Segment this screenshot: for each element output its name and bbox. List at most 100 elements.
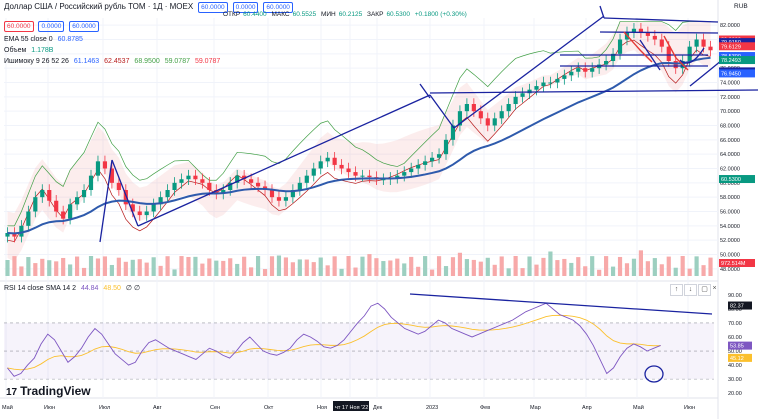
tradingview-logo-icon: 17 — [6, 387, 18, 398]
volume-label: Объем — [4, 47, 27, 54]
volume-bar — [541, 257, 546, 276]
volume-bar — [360, 256, 365, 276]
volume-bar — [228, 258, 233, 276]
volume-bar — [555, 260, 560, 276]
x-tick-label: 2023 — [426, 405, 438, 411]
volume-bar — [5, 260, 10, 276]
volume-bar — [249, 267, 254, 276]
trend-annotations — [99, 5, 758, 243]
ichimoku-legend[interactable]: Ишимоку 9 26 52 26 61.1463 62.4537 68.95… — [4, 57, 223, 66]
volume-bar — [269, 256, 275, 276]
candle-body — [109, 168, 114, 183]
candle-body — [631, 28, 637, 33]
candle-body — [402, 172, 407, 176]
price-box-c[interactable]: 60.0000 — [69, 21, 99, 32]
candle-body — [430, 157, 435, 162]
move-down-button[interactable]: ↓ — [684, 284, 697, 296]
candle-body — [172, 182, 177, 190]
candle-body — [443, 139, 449, 155]
volume-bar — [590, 256, 595, 276]
rsi-value-2: 48.50 — [103, 285, 121, 292]
volume-bar — [262, 269, 268, 276]
volume-legend[interactable]: Объем 1.178B — [4, 46, 56, 55]
low-value: 60.2125 — [338, 11, 363, 18]
volume-bar — [631, 258, 637, 276]
volume-value: 1.178B — [31, 47, 54, 54]
volume-bar — [297, 259, 302, 276]
volume-bar — [123, 261, 128, 276]
price-box-3[interactable]: 60.0000 — [263, 2, 293, 13]
candle-body — [555, 78, 560, 83]
candle-body — [68, 204, 73, 219]
volume-bar — [47, 260, 52, 276]
candle-body — [409, 168, 414, 173]
close-label: ЗАКР — [367, 11, 384, 18]
volume-bar — [276, 255, 282, 276]
rsi-value-1: 44.84 — [80, 285, 99, 292]
volume-axis-label: 972.514M — [721, 261, 746, 267]
volume-bar — [68, 264, 73, 276]
currency-label[interactable]: RUB — [734, 3, 748, 10]
candle-body — [534, 86, 539, 90]
maximize-button[interactable]: ▢ — [698, 284, 711, 296]
volume-bars — [5, 250, 713, 276]
candle-body — [708, 46, 713, 51]
volume-bar — [75, 256, 80, 276]
rsi-tick-label: 20.00 — [728, 391, 742, 397]
candle-body — [325, 157, 330, 162]
rsi-legend[interactable]: RSI 14 close SMA 14 2 44.84 48.50 ∅ ∅ — [4, 284, 143, 293]
price-box-a[interactable]: 60.0000 — [4, 21, 34, 32]
crosshair-date-label: чт 17 Ноя '22 — [335, 405, 368, 411]
x-tick-label: Авг — [153, 405, 162, 411]
volume-bar — [88, 256, 94, 276]
ema-line — [7, 56, 711, 235]
rsi-pane: 90.00 80.00 70.00 60.00 50.00 40.00 30.00 20.00… — [4, 293, 752, 397]
ema-legend[interactable]: EMA 55 close 0 60.8785 — [4, 35, 86, 44]
volume-bar — [513, 256, 518, 276]
candle-body — [207, 182, 212, 190]
symbol-title[interactable]: Доллар США / Российский рубль ТОМ · 1Д ·… — [4, 2, 194, 11]
volume-bar — [527, 256, 532, 276]
volume-bar — [610, 266, 616, 276]
candle-body — [520, 93, 525, 97]
candle-body — [75, 197, 80, 205]
candle-body — [12, 233, 17, 237]
price-label-bg — [719, 69, 755, 78]
volume-bar — [583, 266, 588, 276]
rsi-trend-line — [409, 293, 713, 315]
volume-bar — [19, 266, 24, 276]
price-box-1[interactable]: 60.0000 — [198, 2, 228, 13]
volume-bar — [604, 256, 609, 276]
candle-body — [645, 32, 650, 36]
candle-body — [255, 182, 261, 187]
candle-body — [562, 75, 567, 79]
volume-bar — [26, 257, 31, 276]
volume-bar — [680, 256, 685, 276]
volume-bar — [130, 259, 135, 276]
price-box-2[interactable]: 0.0000 — [232, 2, 259, 13]
symbol-legend: Доллар США / Российский рубль ТОМ · 1Д ·… — [4, 2, 296, 13]
candle-body — [318, 161, 323, 169]
rsi-label-bg — [728, 353, 752, 362]
volume-bar — [506, 268, 511, 276]
candle-body — [457, 111, 463, 126]
volume-bar — [416, 266, 421, 276]
candle-body — [569, 71, 574, 76]
candle-body — [40, 190, 45, 198]
volume-bar — [701, 265, 706, 276]
volume-bar — [144, 262, 149, 276]
candle-body — [701, 39, 706, 47]
volume-bar — [353, 267, 358, 276]
price-box-b[interactable]: 0.0000 — [38, 21, 65, 32]
price-label: 78.2493 — [721, 58, 741, 64]
candle-body — [200, 179, 205, 183]
candle-body — [61, 211, 66, 219]
move-up-button[interactable]: ↑ — [670, 284, 683, 296]
candle-body — [311, 168, 316, 176]
candle-body — [179, 179, 184, 183]
close-pane-button[interactable]: × — [712, 284, 717, 294]
candle-body — [214, 190, 219, 194]
volume-bar — [597, 269, 602, 276]
candle-body — [450, 125, 456, 140]
